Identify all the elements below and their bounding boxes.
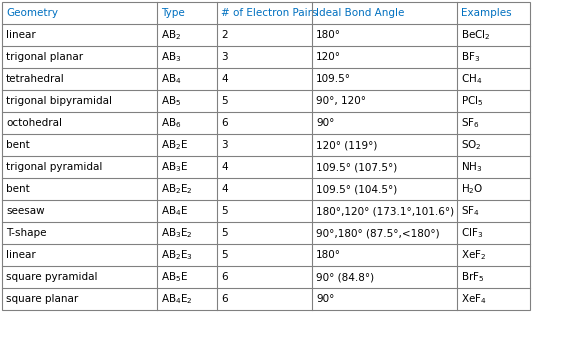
Bar bbox=[2, 46, 530, 68]
Text: trigonal bipyramidal: trigonal bipyramidal bbox=[6, 96, 112, 106]
Text: AB$_2$E$_2$: AB$_2$E$_2$ bbox=[161, 182, 193, 196]
Bar bbox=[2, 200, 530, 222]
Text: AB$_3$E: AB$_3$E bbox=[161, 160, 188, 174]
Text: 90°: 90° bbox=[316, 118, 335, 128]
Text: linear: linear bbox=[6, 250, 36, 260]
Bar bbox=[2, 2, 530, 310]
Text: 90° (84.8°): 90° (84.8°) bbox=[316, 272, 374, 282]
Text: square planar: square planar bbox=[6, 294, 78, 304]
Text: 3: 3 bbox=[221, 52, 228, 62]
Text: 180°,120° (173.1°,101.6°): 180°,120° (173.1°,101.6°) bbox=[316, 206, 454, 216]
Text: AB$_4$E$_2$: AB$_4$E$_2$ bbox=[161, 292, 193, 306]
Text: Ideal Bond Angle: Ideal Bond Angle bbox=[316, 8, 405, 18]
Text: XeF$_4$: XeF$_4$ bbox=[461, 292, 487, 306]
Text: 90°: 90° bbox=[316, 294, 335, 304]
Bar bbox=[2, 288, 530, 310]
Text: linear: linear bbox=[6, 30, 36, 40]
Text: NH$_3$: NH$_3$ bbox=[461, 160, 482, 174]
Text: XeF$_2$: XeF$_2$ bbox=[461, 248, 486, 262]
Bar bbox=[2, 244, 530, 266]
Text: 120°: 120° bbox=[316, 52, 341, 62]
Text: 6: 6 bbox=[221, 294, 228, 304]
Text: 120° (119°): 120° (119°) bbox=[316, 140, 377, 150]
Text: 90°, 120°: 90°, 120° bbox=[316, 96, 366, 106]
Text: 5: 5 bbox=[221, 228, 228, 238]
Text: SF$_6$: SF$_6$ bbox=[461, 116, 480, 130]
Text: AB$_4$: AB$_4$ bbox=[161, 72, 182, 86]
Text: trigonal planar: trigonal planar bbox=[6, 52, 83, 62]
Text: 4: 4 bbox=[221, 74, 228, 84]
Bar bbox=[2, 134, 530, 156]
Text: BrF$_5$: BrF$_5$ bbox=[461, 270, 485, 284]
Bar bbox=[2, 2, 530, 24]
Text: 3: 3 bbox=[221, 140, 228, 150]
Bar bbox=[2, 266, 530, 288]
Bar bbox=[2, 112, 530, 134]
Text: bent: bent bbox=[6, 184, 30, 194]
Bar bbox=[2, 24, 530, 46]
Text: 180°: 180° bbox=[316, 250, 341, 260]
Text: # of Electron Pairs: # of Electron Pairs bbox=[221, 8, 318, 18]
Text: H$_2$O: H$_2$O bbox=[461, 182, 483, 196]
Text: 4: 4 bbox=[221, 162, 228, 172]
Bar bbox=[2, 68, 530, 90]
Text: 5: 5 bbox=[221, 96, 228, 106]
Text: PCl$_5$: PCl$_5$ bbox=[461, 94, 483, 108]
Text: 90°,180° (87.5°,<180°): 90°,180° (87.5°,<180°) bbox=[316, 228, 440, 238]
Text: BeCl$_2$: BeCl$_2$ bbox=[461, 28, 490, 42]
Text: T-shape: T-shape bbox=[6, 228, 46, 238]
Text: 4: 4 bbox=[221, 184, 228, 194]
Text: seesaw: seesaw bbox=[6, 206, 45, 216]
Text: tetrahedral: tetrahedral bbox=[6, 74, 65, 84]
Text: AB$_2$E: AB$_2$E bbox=[161, 138, 188, 152]
Text: BF$_3$: BF$_3$ bbox=[461, 50, 480, 64]
Bar bbox=[2, 222, 530, 244]
Text: 2: 2 bbox=[221, 30, 228, 40]
Text: Type: Type bbox=[161, 8, 185, 18]
Text: AB$_3$E$_2$: AB$_3$E$_2$ bbox=[161, 226, 193, 240]
Text: SO$_2$: SO$_2$ bbox=[461, 138, 482, 152]
Bar bbox=[2, 156, 530, 178]
Text: ClF$_3$: ClF$_3$ bbox=[461, 226, 483, 240]
Text: 5: 5 bbox=[221, 250, 228, 260]
Text: 5: 5 bbox=[221, 206, 228, 216]
Text: AB$_2$E$_3$: AB$_2$E$_3$ bbox=[161, 248, 193, 262]
Text: square pyramidal: square pyramidal bbox=[6, 272, 98, 282]
Text: 109.5° (107.5°): 109.5° (107.5°) bbox=[316, 162, 397, 172]
Text: AB$_4$E: AB$_4$E bbox=[161, 204, 188, 218]
Text: AB$_3$: AB$_3$ bbox=[161, 50, 181, 64]
Text: Geometry: Geometry bbox=[6, 8, 58, 18]
Text: AB$_2$: AB$_2$ bbox=[161, 28, 181, 42]
Bar bbox=[2, 178, 530, 200]
Bar bbox=[2, 90, 530, 112]
Text: 6: 6 bbox=[221, 118, 228, 128]
Text: AB$_5$: AB$_5$ bbox=[161, 94, 181, 108]
Text: octohedral: octohedral bbox=[6, 118, 62, 128]
Text: AB$_5$E: AB$_5$E bbox=[161, 270, 188, 284]
Text: trigonal pyramidal: trigonal pyramidal bbox=[6, 162, 102, 172]
Text: 109.5°: 109.5° bbox=[316, 74, 351, 84]
Text: CH$_4$: CH$_4$ bbox=[461, 72, 482, 86]
Text: bent: bent bbox=[6, 140, 30, 150]
Text: 180°: 180° bbox=[316, 30, 341, 40]
Text: SF$_4$: SF$_4$ bbox=[461, 204, 480, 218]
Text: 109.5° (104.5°): 109.5° (104.5°) bbox=[316, 184, 397, 194]
Text: 6: 6 bbox=[221, 272, 228, 282]
Text: AB$_6$: AB$_6$ bbox=[161, 116, 182, 130]
Text: Examples: Examples bbox=[461, 8, 512, 18]
